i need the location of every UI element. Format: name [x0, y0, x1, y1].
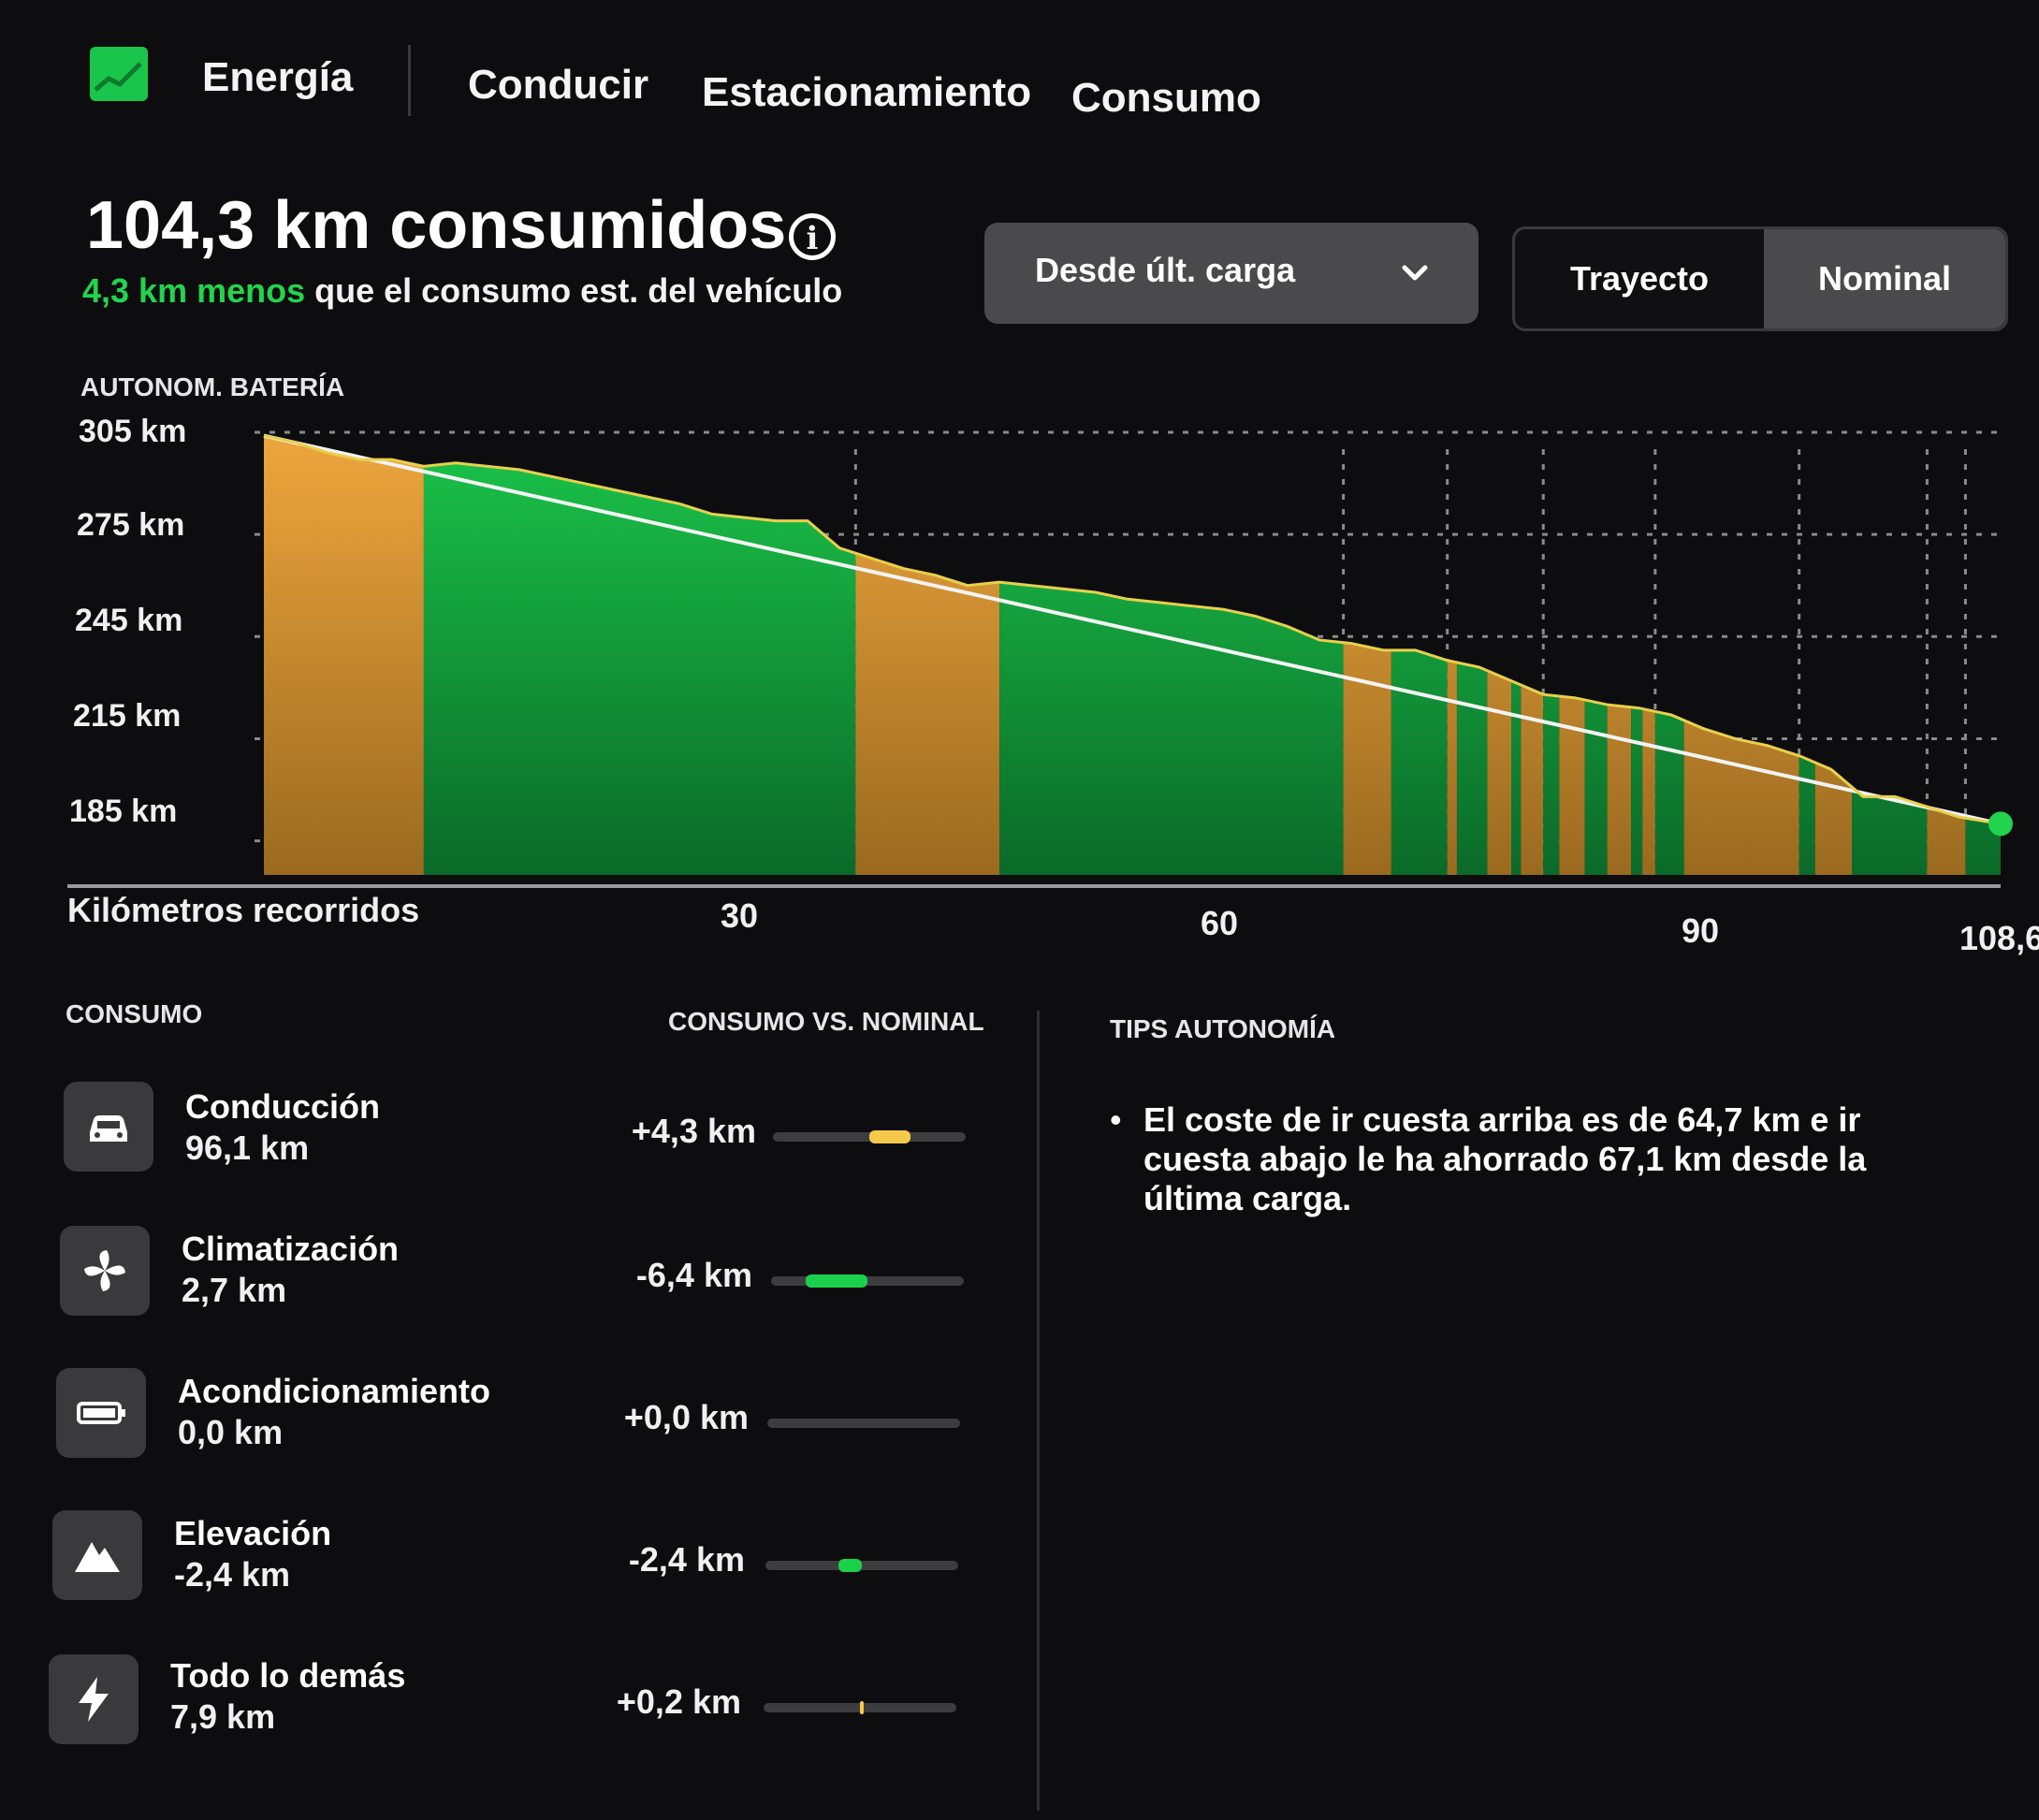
chart-segments [264, 435, 2001, 875]
delta-bar-track [764, 1701, 956, 1714]
consumption-segment [1683, 435, 1748, 875]
consumption-delta: +4,3 km [631, 1112, 756, 1150]
savings-highlight: 4,3 km menos [82, 271, 306, 310]
consumption-segment [1559, 435, 1585, 875]
consumption-category-name: Conducción [185, 1087, 380, 1126]
mode-toggle: Trayecto Nominal [1512, 226, 2008, 331]
toggle-trayecto[interactable]: Trayecto [1569, 259, 1710, 298]
regen-segment [1511, 435, 1522, 875]
x-tick-label: 30 [721, 896, 759, 935]
tip-text: El coste de ir cuesta arriba es de 64,7 … [1143, 1100, 1867, 1217]
tip-bullet: • [1110, 1100, 1122, 1139]
car-icon [64, 1082, 153, 1172]
range-line [263, 434, 2002, 825]
delta-bar-track [773, 1130, 966, 1143]
energy-chart-icon[interactable] [90, 47, 148, 101]
consumption-delta: -6,4 km [635, 1256, 752, 1294]
toggle-nominal[interactable]: Nominal [1764, 229, 2005, 328]
tab-consumo[interactable]: Consumo [1071, 75, 1261, 121]
chart-title: AUTONOM. BATERÍA [80, 372, 345, 401]
consumption-category-name: Elevación [174, 1514, 332, 1552]
y-tick-label: 185 km [69, 794, 178, 829]
consumption-category-value: -2,4 km [174, 1555, 291, 1594]
consumption-delta: +0,0 km [623, 1398, 749, 1436]
range-dropdown[interactable]: Desde últ. carga [984, 223, 1478, 324]
consumption-segment [855, 435, 1000, 875]
delta-bar-track [765, 1559, 958, 1572]
bolt-icon [49, 1654, 138, 1744]
x-tick-label: 90 [1682, 911, 1720, 950]
regen-segment [999, 435, 1344, 875]
regen-segment [1391, 435, 1448, 875]
current-position-dot [1988, 811, 2013, 837]
chevron-down-icon [1402, 265, 1428, 281]
range-dropdown-value: Desde últ. carga [1035, 251, 1296, 289]
delta-bar-fill [806, 1274, 867, 1288]
delta-bar-fill [838, 1559, 862, 1572]
y-tick-label: 245 km [75, 603, 183, 638]
x-tick-label: 108,6 [1959, 919, 2039, 957]
y-tick-label: 275 km [77, 507, 185, 543]
regen-segment [1456, 435, 1488, 875]
y-tick-label: 305 km [79, 414, 187, 449]
tab-conducir[interactable]: Conducir [468, 62, 649, 108]
consumption-category-value: 7,9 km [170, 1697, 276, 1736]
consumo-vs-nominal-title: CONSUMO VS. NOMINAL [668, 1007, 984, 1036]
consumption-category-value: 0,0 km [178, 1413, 284, 1451]
delta-bar-track [771, 1274, 964, 1288]
consumption-category-value: 96,1 km [185, 1128, 310, 1167]
section-divider [1037, 1011, 1040, 1811]
regen-segment [1584, 435, 1608, 875]
delta-bar-track [767, 1419, 960, 1428]
fan-icon [60, 1226, 150, 1316]
consumption-summary: 4,3 km menos que el consumo est. del veh… [82, 271, 842, 311]
savings-text: que el consumo est. del vehículo [305, 271, 843, 310]
tab-energia[interactable]: Energía [202, 54, 354, 100]
consumption-segment [264, 435, 424, 875]
consumption-category-name: Acondicionamiento [178, 1372, 491, 1410]
consumption-segment [1521, 435, 1544, 875]
consumo-title: CONSUMO [66, 999, 203, 1028]
tab-estacionamiento[interactable]: Estacionamiento [702, 69, 1032, 115]
consumption-segment [1487, 435, 1512, 875]
consumption-category-name: Todo lo demás [170, 1656, 406, 1695]
regen-segment [423, 435, 856, 875]
consumption-segment [1607, 435, 1632, 875]
consumption-segment [1447, 435, 1457, 875]
mountain-icon [52, 1510, 142, 1600]
consumption-segment [1747, 435, 1799, 875]
info-icon[interactable]: i [789, 213, 836, 260]
y-tick-label: 215 km [73, 698, 182, 734]
delta-bar-fill [860, 1701, 864, 1714]
regen-segment [1965, 435, 2001, 875]
regen-segment [1799, 435, 1815, 875]
consumption-segment [1814, 435, 1853, 875]
consumption-segment [1927, 435, 1966, 875]
consumption-delta: +0,2 km [616, 1682, 741, 1721]
regen-segment [1654, 435, 1684, 875]
consumption-segment [1642, 435, 1655, 875]
nominal-line [263, 433, 2002, 826]
x-axis-title: Kilómetros recorridos [67, 891, 420, 929]
nav-divider [408, 45, 411, 116]
delta-bar-fill [869, 1130, 911, 1143]
tips-title: TIPS AUTONOMÍA [1110, 1014, 1336, 1043]
consumption-category-name: Climatización [182, 1230, 400, 1268]
page-title: 104,3 km consumidos [86, 188, 787, 263]
x-tick-label: 60 [1201, 904, 1239, 942]
regen-segment [1631, 435, 1643, 875]
regen-segment [1543, 435, 1560, 875]
consumption-category-value: 2,7 km [182, 1271, 287, 1309]
battery-icon [56, 1368, 146, 1458]
consumption-delta: -2,4 km [628, 1540, 745, 1579]
